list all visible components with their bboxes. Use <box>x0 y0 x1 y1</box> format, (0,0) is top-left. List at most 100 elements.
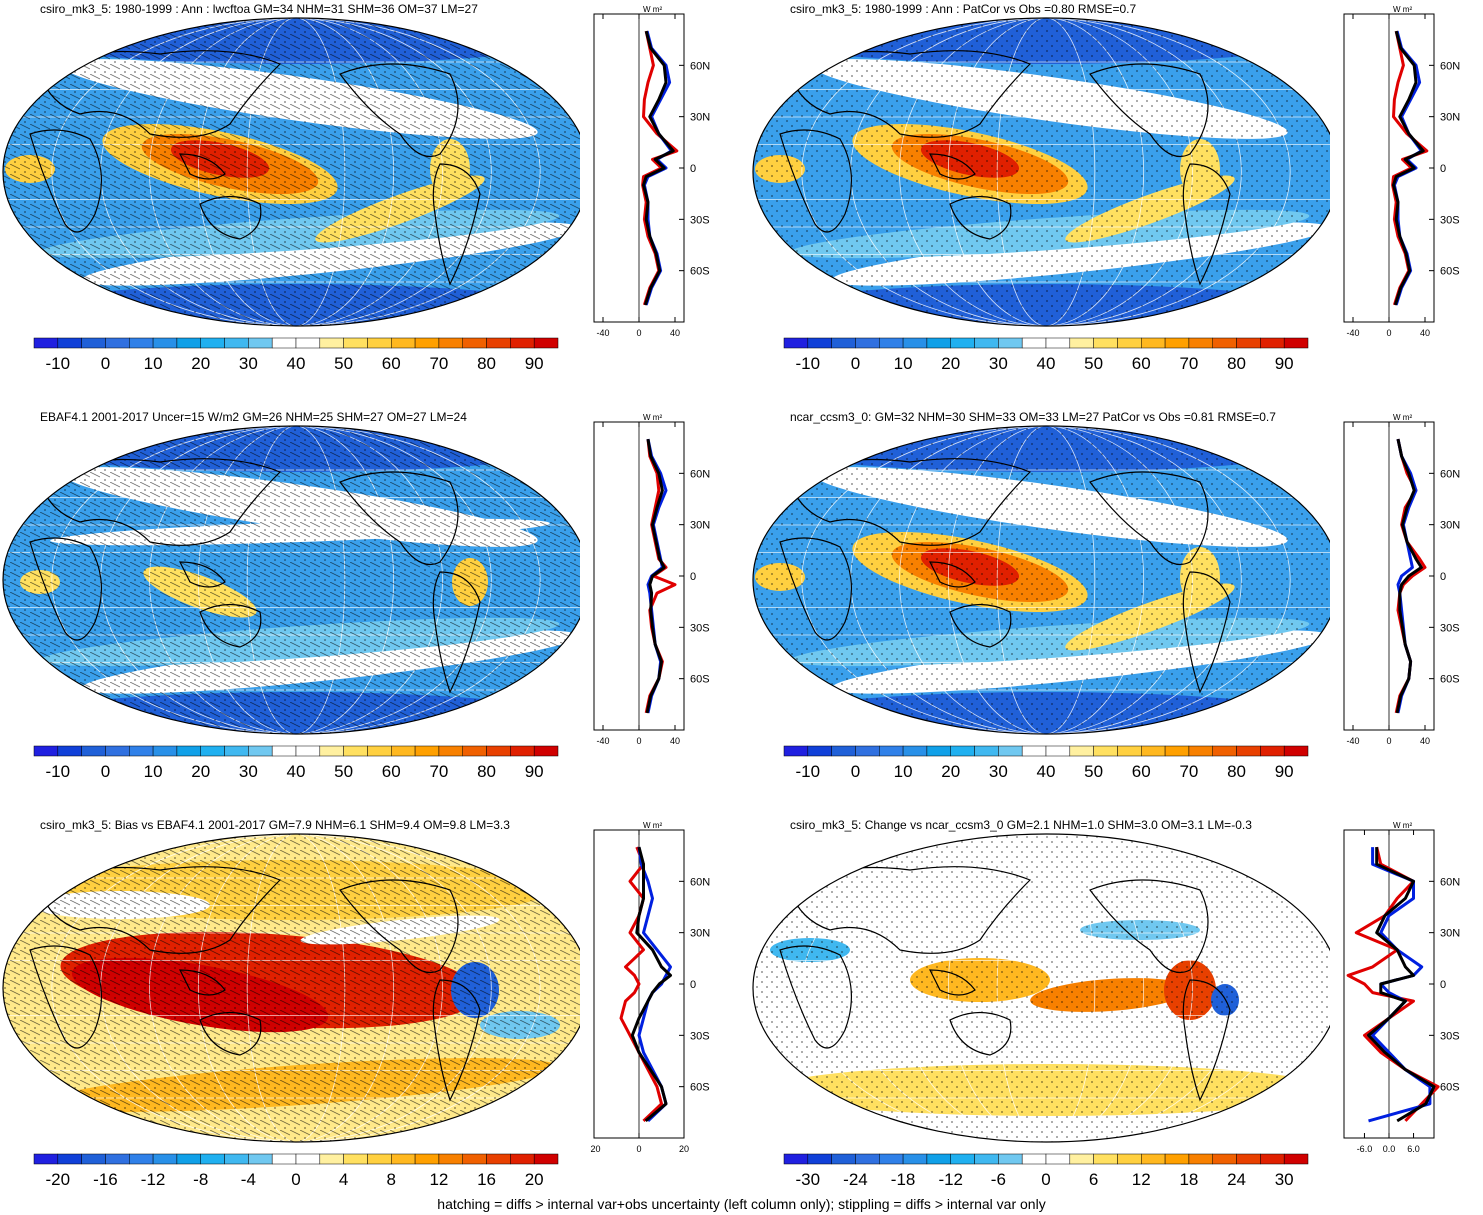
profile-x-tick-label: 0 <box>636 328 641 338</box>
colorbar-swatch <box>879 1153 904 1165</box>
colorbar-swatch <box>391 1153 416 1165</box>
profile-y-tick-label: 60N <box>690 60 710 72</box>
colorbar-tick-label: 0 <box>851 762 860 781</box>
colorbar-swatch <box>1236 1153 1261 1165</box>
map-panel <box>2 425 580 735</box>
colorbar-swatch <box>950 1153 975 1165</box>
colorbar-swatch <box>807 337 832 349</box>
colorbar-swatch <box>1260 745 1285 757</box>
colorbar-swatch <box>248 745 273 757</box>
colorbar-swatch <box>319 1153 344 1165</box>
colorbar-swatch <box>462 745 487 757</box>
panel-title: ncar_ccsm3_0: GM=32 NHM=30 SHM=33 OM=33 … <box>790 410 1276 424</box>
profile-y-tick-label: 0 <box>1440 571 1446 583</box>
colorbar-swatch <box>248 1153 273 1165</box>
colorbar-tick-label: 40 <box>1037 762 1056 781</box>
colorbar-swatch <box>1164 1153 1190 1165</box>
profile-unit: W m² <box>643 413 662 422</box>
profile-x-tick-label: 40 <box>670 736 680 746</box>
colorbar-swatch <box>438 1153 463 1165</box>
colorbar-tick-label: 0 <box>101 762 110 781</box>
colorbar-swatch <box>438 745 463 757</box>
colorbar-swatch <box>902 1153 928 1165</box>
colorbar-swatch <box>998 745 1023 757</box>
colorbar-swatch <box>33 745 59 757</box>
colorbar-tick-label: 0 <box>851 354 860 373</box>
map-border <box>752 425 1330 735</box>
colorbar-swatch <box>1236 337 1261 349</box>
colorbar-swatch <box>176 1153 201 1165</box>
colorbar-swatch <box>462 1153 487 1165</box>
profile-x-tick-label: 40 <box>1420 736 1430 746</box>
colorbar-swatch <box>343 745 368 757</box>
map-border <box>2 833 580 1143</box>
colorbar-tick-label: -10 <box>46 354 71 373</box>
significance-pattern <box>753 834 1330 1142</box>
colorbar-tick-label: 30 <box>989 762 1008 781</box>
colorbar-swatch <box>33 1153 59 1165</box>
colorbar-swatch <box>1164 337 1190 349</box>
colorbar-tick-label: 12 <box>429 1170 448 1189</box>
profile-line-ref <box>630 846 672 1123</box>
colorbar-swatch <box>271 337 297 349</box>
colorbar-tick-label: 18 <box>1179 1170 1198 1189</box>
colorbar-swatch <box>1117 745 1142 757</box>
colorbar-tick-label: 30 <box>1275 1170 1294 1189</box>
colorbar-tick-label: 90 <box>1275 354 1294 373</box>
colorbar-swatch <box>176 337 201 349</box>
colorbar-tick-label: 20 <box>525 1170 544 1189</box>
colorbar-tick-label: 10 <box>144 354 163 373</box>
colorbar-tick-label: 0 <box>1041 1170 1050 1189</box>
profile-y-tick-label: 0 <box>690 163 696 175</box>
colorbar-swatch <box>831 1153 856 1165</box>
profile-x-tick-label: -40 <box>1346 328 1359 338</box>
colorbar-swatch <box>1188 745 1213 757</box>
profile-y-tick-label: 60S <box>690 266 710 278</box>
colorbar-swatch <box>510 1153 535 1165</box>
colorbar-swatch <box>974 337 999 349</box>
colorbar-swatch <box>343 337 368 349</box>
profile-x-tick-label: -40 <box>596 736 609 746</box>
colorbar-swatch <box>1045 745 1071 757</box>
map-field <box>753 834 1330 1142</box>
profile-x-tick-label: 0 <box>1386 328 1391 338</box>
profile-x-tick-label: 20 <box>679 1144 689 1154</box>
colorbar-tick-label: -16 <box>93 1170 118 1189</box>
colorbar-swatch <box>533 337 559 349</box>
colorbar-swatch <box>224 745 249 757</box>
colorbar-swatch <box>998 337 1023 349</box>
colorbar-swatch <box>879 337 904 349</box>
profile-x-tick-label: 0 <box>636 1144 641 1154</box>
colorbar-swatch <box>974 745 999 757</box>
colorbar-swatch <box>248 337 273 349</box>
colorbar-swatch <box>462 337 487 349</box>
colorbar: -10 0 10 20 30 40 50 60 70 80 90 <box>783 337 1309 373</box>
colorbar-tick-label: 90 <box>525 762 544 781</box>
colorbar-swatch <box>295 337 321 349</box>
colorbar-swatch <box>129 1153 154 1165</box>
coastlines <box>779 866 1231 1102</box>
colorbar-swatch <box>391 337 416 349</box>
colorbar-swatch <box>1117 337 1142 349</box>
colorbar-swatch <box>57 1153 82 1165</box>
profile-y-tick-label: 30S <box>1440 214 1460 226</box>
colorbar-tick-label: 90 <box>525 354 544 373</box>
colorbar-swatch <box>1021 745 1047 757</box>
colorbar-swatch <box>1188 1153 1213 1165</box>
colorbar-swatch <box>1045 1153 1071 1165</box>
colorbar-swatch <box>486 337 511 349</box>
colorbar-swatch <box>1093 1153 1118 1165</box>
colorbar-tick-label: 70 <box>429 354 448 373</box>
profile-y-tick-label: 30S <box>1440 622 1460 634</box>
map-panel <box>752 425 1330 735</box>
colorbar-swatch <box>879 745 904 757</box>
colorbar-swatch <box>319 337 344 349</box>
colorbar-tick-label: -24 <box>843 1170 868 1189</box>
profile-x-tick-label: 0 <box>1386 736 1391 746</box>
map-border <box>752 833 1330 1143</box>
colorbar: -10 0 10 20 30 40 50 60 70 80 90 <box>783 745 1309 781</box>
colorbar-swatch <box>295 1153 321 1165</box>
profile-y-tick-label: 30N <box>690 112 710 124</box>
colorbar-swatch <box>1117 1153 1142 1165</box>
